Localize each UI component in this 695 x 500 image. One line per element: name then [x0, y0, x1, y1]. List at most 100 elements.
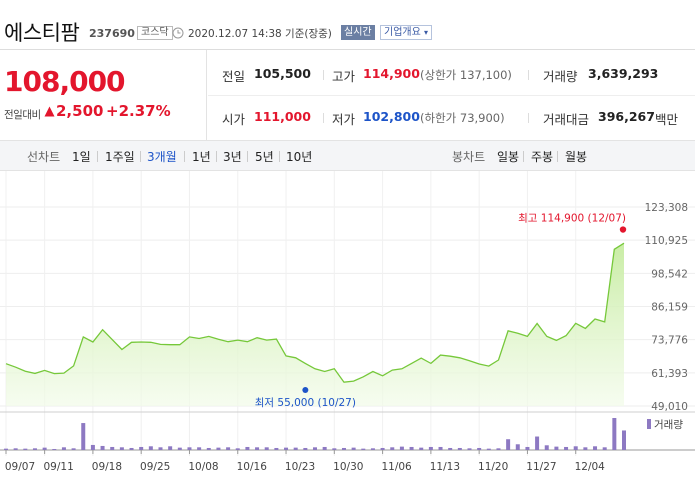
chart-period-tabs: 선차트 1일 1주일 3개월 1년 3년 5년 10년 봉차트 일봉 주봉 월봉 [0, 140, 695, 171]
stock-code: 237690 [89, 27, 135, 40]
tab-1week[interactable]: 1주일 [105, 150, 135, 164]
volume-bar [32, 448, 37, 450]
x-tick-label: 11/20 [478, 461, 508, 473]
volume-bar [322, 446, 327, 450]
volume-bar [245, 446, 250, 450]
x-tick-label: 12/04 [575, 461, 606, 473]
volume-bar [226, 447, 231, 450]
x-tick-label: 10/16 [237, 461, 268, 473]
change-label: 전일대비 [4, 109, 41, 121]
x-tick-label: 11/27 [526, 461, 556, 473]
volume-bar [110, 446, 115, 450]
line-chart-label: 선차트 [27, 150, 61, 164]
tab-1day[interactable]: 1일 [72, 150, 91, 164]
volume-bar [23, 448, 28, 450]
tab-monthly[interactable]: 월봉 [565, 150, 588, 164]
tab-separator [557, 151, 558, 162]
tab-1year[interactable]: 1년 [192, 150, 211, 164]
tab-separator [216, 151, 217, 162]
upper-limit-value: (상한가 137,100) [420, 68, 512, 82]
x-tick-label: 09/18 [92, 461, 122, 473]
chevron-down-icon: ▾ [424, 28, 429, 37]
volume-bar [235, 448, 240, 450]
open-value: 111,000 [254, 109, 311, 124]
stock-name: 에스티팜 [4, 21, 80, 45]
volume-legend-swatch [647, 419, 651, 429]
current-price-panel: 108,000 전일대비 2,500 +2.37% [0, 50, 207, 140]
price-line [5, 242, 625, 383]
x-tick-label: 10/08 [188, 461, 218, 473]
lower-limit-value: (하한가 73,900) [420, 111, 505, 125]
volume-bar [544, 445, 549, 450]
header-divider [0, 49, 695, 50]
stats-divider [208, 95, 695, 96]
volume-bar [457, 447, 462, 450]
y-tick-label: 61,393 [651, 368, 688, 380]
volume-bar [264, 447, 269, 450]
x-tick-label: 11/06 [381, 461, 412, 473]
quote-datetime: 2020.12.07 14:38 기준(장중) [188, 28, 332, 40]
y-tick-label: 86,159 [651, 302, 688, 314]
tab-3month[interactable]: 3개월 [147, 150, 177, 164]
volume-bar [622, 430, 626, 450]
x-tick-label: 09/07 [5, 461, 35, 473]
volume-bar [293, 447, 298, 450]
trade-amount-label: 거래대금 [543, 112, 590, 127]
volume-bar [467, 448, 472, 450]
volume-bar [612, 418, 617, 450]
volume-bar [341, 447, 346, 450]
tab-separator [140, 151, 141, 162]
quote-stats-grid: 전일 105,500 고가 114,900 (상한가 137,100) 거래량 … [208, 50, 695, 140]
volume-bar [177, 447, 182, 450]
tab-daily[interactable]: 일봉 [497, 150, 520, 164]
volume-bar [284, 447, 289, 450]
volume-bar [573, 446, 578, 450]
volume-bar [602, 447, 607, 450]
volume-bar [42, 447, 47, 450]
tab-weekly[interactable]: 주봉 [531, 150, 554, 164]
stats-separator [323, 70, 324, 80]
y-tick-label: 49,010 [651, 401, 688, 413]
tab-separator [523, 151, 524, 162]
high-value: 114,900 [363, 66, 420, 81]
tab-10year[interactable]: 10년 [286, 150, 313, 164]
volume-bar [351, 447, 356, 450]
volume-bar [168, 446, 173, 450]
volume-bar [438, 446, 443, 450]
volume-legend-label: 거래량 [654, 419, 683, 431]
y-tick-label: 110,925 [645, 235, 688, 247]
volume-label: 거래량 [543, 69, 578, 84]
tab-5year[interactable]: 5년 [255, 150, 274, 164]
price-chart[interactable]: 123,308 110,925 98,542 86,159 73,776 61,393 49… [0, 171, 695, 500]
volume-bar [81, 423, 86, 450]
volume-bar [4, 448, 8, 450]
volume-bar [496, 448, 501, 450]
volume-bar [255, 447, 260, 450]
volume-bar [100, 445, 105, 450]
y-tick-label: 73,776 [651, 335, 688, 347]
volume-bar [61, 447, 66, 450]
volume-bar [428, 446, 433, 450]
y-tick-label: 98,542 [651, 268, 688, 280]
volume-bar [13, 448, 18, 450]
volume-bar [119, 447, 124, 450]
tab-3year[interactable]: 3년 [223, 150, 242, 164]
stats-separator [323, 113, 324, 123]
volume-bar [148, 446, 153, 450]
prev-close-label: 전일 [222, 69, 246, 84]
stock-header: 에스티팜 237690 코스닥 2020.12.07 14:38 기준(장중) … [0, 0, 695, 50]
volume-bar [593, 446, 598, 450]
volume-bar [274, 447, 279, 450]
x-tick-label: 10/30 [333, 461, 363, 473]
volume-bar [361, 448, 366, 450]
realtime-button[interactable]: 실시간 [341, 25, 375, 40]
volume-bar [332, 448, 337, 450]
low-value: 102,800 [363, 109, 420, 124]
volume-bar [139, 446, 144, 450]
company-overview-button[interactable]: 기업개요 ▾ [380, 25, 433, 40]
triangle-up-icon [44, 106, 55, 117]
volume-bar [216, 447, 221, 450]
volume-bar [583, 447, 588, 450]
volume-bar [399, 446, 404, 450]
price-area [6, 243, 624, 406]
